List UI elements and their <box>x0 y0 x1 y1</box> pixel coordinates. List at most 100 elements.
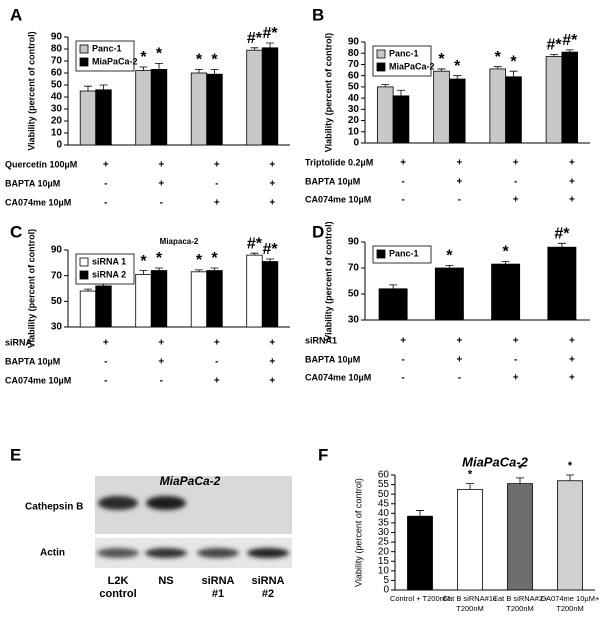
condition-value: + <box>456 158 462 169</box>
condition-value: + <box>569 373 575 384</box>
condition-value: - <box>104 198 107 209</box>
condition-value: - <box>401 355 404 366</box>
annotation: #* <box>247 30 263 47</box>
legend-swatch <box>79 270 89 280</box>
band <box>145 548 187 558</box>
lane-label: siRNA <box>251 575 284 587</box>
band <box>197 548 239 558</box>
x-tick-label: Cat B siRNA#2+ <box>493 594 548 603</box>
condition-value: - <box>401 177 404 188</box>
condition-label: CA074me 10µM <box>5 197 71 207</box>
panel-letter: E <box>10 445 21 464</box>
annotation: #* <box>562 32 578 49</box>
annotation: * <box>510 53 517 70</box>
band <box>146 496 186 510</box>
annotation: * <box>156 250 163 267</box>
error-bar <box>389 284 398 289</box>
lane-label: control <box>99 588 136 600</box>
y-tick-label: 30 <box>51 322 63 333</box>
error-bar <box>155 267 164 271</box>
legend-label: Panc-1 <box>92 43 122 53</box>
x-tick-label: T200nM <box>556 604 584 613</box>
bar <box>135 273 152 328</box>
bar <box>378 288 408 321</box>
y-tick-label: 25 <box>378 537 390 548</box>
legend-swatch <box>79 44 89 54</box>
legend-label: siRNA 1 <box>92 256 126 266</box>
condition-value: + <box>513 195 519 206</box>
annotation: * <box>196 252 203 269</box>
y-tick-label: 15 <box>378 556 390 567</box>
condition-value: + <box>456 355 462 366</box>
y-tick-label: 90 <box>348 37 360 48</box>
condition-value: + <box>214 160 220 171</box>
y-tick-label: 40 <box>378 508 390 519</box>
condition-value: - <box>401 373 404 384</box>
condition-value: + <box>400 336 406 347</box>
y-tick-label: 55 <box>378 479 390 490</box>
chart-title: MiaPaCa-2 <box>462 454 529 469</box>
y-tick-label: 80 <box>51 44 63 55</box>
condition-value: + <box>456 336 462 347</box>
bar <box>261 261 279 328</box>
condition-label: BAPTA 10µM <box>305 176 360 186</box>
annotation: * <box>446 248 453 265</box>
row-label: Actin <box>40 548 65 559</box>
y-tick-label: 30 <box>348 315 360 326</box>
condition-value: + <box>158 357 164 368</box>
bar <box>150 69 168 146</box>
condition-value: - <box>514 177 517 188</box>
annotation: * <box>495 49 502 66</box>
condition-value: + <box>214 198 220 209</box>
y-tick-label: 0 <box>383 585 389 596</box>
bar <box>150 270 168 328</box>
legend-swatch <box>79 257 89 267</box>
error-bar <box>266 258 275 262</box>
y-tick-label: 0 <box>56 140 62 151</box>
row-label: Cathepsin B <box>25 502 83 513</box>
condition-value: - <box>514 355 517 366</box>
error-bar <box>99 84 108 90</box>
condition-label: BAPTA 10µM <box>5 356 60 366</box>
panel-letter: C <box>10 222 22 241</box>
bar <box>206 270 223 328</box>
error-bar <box>416 510 424 517</box>
y-tick-label: 50 <box>348 82 360 93</box>
error-bar <box>210 69 219 75</box>
condition-value: + <box>214 376 220 387</box>
annotation: * <box>468 469 473 481</box>
condition-value: - <box>160 376 163 387</box>
y-tick-label: 70 <box>348 59 360 70</box>
annotation: #* <box>546 37 562 54</box>
bar <box>433 70 450 144</box>
error-bar <box>565 49 574 53</box>
y-tick-label: 30 <box>51 104 63 115</box>
x-tick-label: Cat B siRNA#1+ <box>443 594 498 603</box>
y-axis-label: Viability (percent of control) <box>26 229 36 348</box>
annotation: * <box>568 460 573 472</box>
y-tick-label: 40 <box>348 93 360 104</box>
error-bar <box>437 68 446 72</box>
x-tick-label: CA074me 10µM+ <box>541 594 600 603</box>
x-tick-label: T200nM <box>506 604 534 613</box>
error-bar <box>210 267 219 271</box>
legend-swatch <box>79 57 89 67</box>
condition-label: siRNA1 <box>305 335 337 345</box>
condition-value: + <box>569 158 575 169</box>
condition-value: - <box>104 376 107 387</box>
error-bar <box>194 69 203 73</box>
condition-value: - <box>458 373 461 384</box>
condition-label: Quercetin 100µM <box>5 159 77 169</box>
bar <box>135 70 152 146</box>
condition-label: CA074me 10µM <box>305 194 371 204</box>
band <box>247 548 289 558</box>
error-bar <box>139 270 148 275</box>
error-bar <box>139 66 148 71</box>
legend-label: MiaPaCa-2 <box>389 61 435 71</box>
condition-value: + <box>103 160 109 171</box>
error-bar <box>83 288 92 292</box>
y-tick-label: 10 <box>378 565 390 576</box>
legend-swatch <box>376 49 386 59</box>
panel-letter: B <box>312 5 324 24</box>
